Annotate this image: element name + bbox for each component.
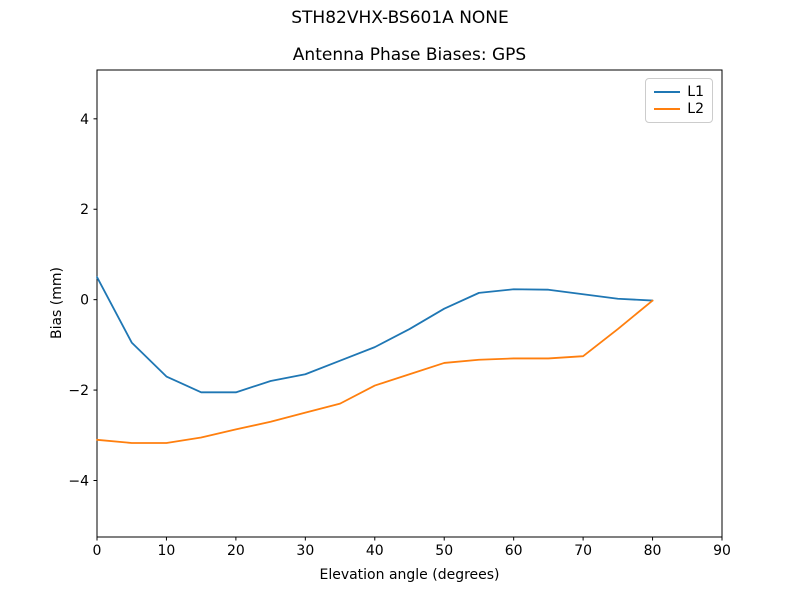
legend-label-l1: L1: [687, 83, 704, 100]
y-tick-label: 0: [80, 293, 89, 309]
l2-line: [96, 299, 654, 444]
legend: L1 L2: [645, 78, 713, 123]
x-tick-label: 10: [158, 543, 176, 559]
l1-line-swatch-icon: [654, 90, 681, 93]
legend-item-l1: L1: [654, 85, 704, 99]
x-axis-label: Elevation angle (degrees): [319, 567, 500, 583]
y-tick-label: −2: [68, 383, 89, 399]
axes-title: Antenna Phase Biases: GPS: [292, 45, 527, 65]
x-tick-label: 80: [644, 543, 662, 559]
legend-item-l2: L2: [654, 102, 704, 116]
x-tick-label: 90: [713, 543, 731, 559]
x-tick-label: 50: [435, 543, 453, 559]
y-tick-label: 2: [80, 202, 89, 218]
l2-line-swatch-icon: [654, 108, 681, 111]
x-tick-label: 30: [296, 543, 314, 559]
axes-frame: [96, 69, 723, 538]
y-tick-label: 4: [80, 112, 89, 128]
l1-line: [96, 276, 654, 394]
x-tick-label: 40: [366, 543, 384, 559]
x-tick-label: 20: [227, 543, 245, 559]
figure-suptitle: STH82VHX-BS601A NONE: [291, 8, 509, 28]
x-tick-label: 0: [93, 543, 102, 559]
y-tick-label: −4: [68, 473, 89, 489]
x-tick-label: 70: [574, 543, 592, 559]
legend-label-l2: L2: [687, 101, 704, 118]
x-tick-label: 60: [505, 543, 523, 559]
